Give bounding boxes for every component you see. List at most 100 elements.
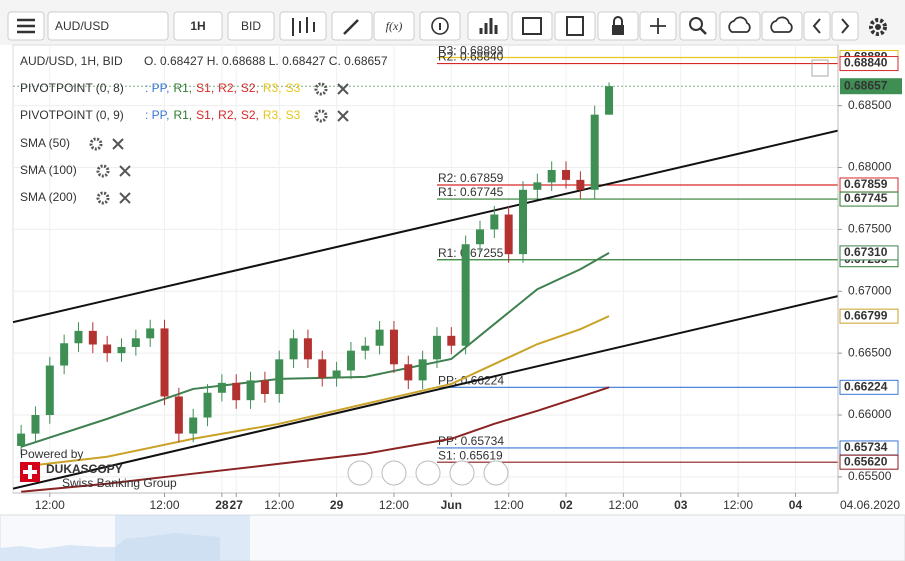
popout-icon[interactable]	[811, 59, 829, 77]
y-tick-label: 0.67500	[848, 222, 892, 236]
close-icon	[119, 165, 131, 177]
pivot-item: R2,	[218, 108, 237, 122]
candle-body	[576, 179, 585, 190]
pivot-item: R3,	[263, 108, 282, 122]
last-price-label: 0.68657	[844, 78, 888, 92]
back-button[interactable]	[803, 11, 831, 41]
fx-button[interactable]	[373, 11, 415, 41]
lock-button[interactable]	[597, 11, 639, 41]
pivot-label: R1: 0.67255	[438, 246, 504, 260]
candle-body	[562, 169, 571, 180]
side-button[interactable]	[227, 11, 275, 41]
candle-body	[303, 338, 312, 360]
candle-body	[117, 346, 126, 354]
chart-type-button[interactable]	[279, 11, 327, 41]
pivot-item: : PP,	[145, 108, 169, 122]
menu-button[interactable]	[7, 11, 45, 41]
axis-box	[839, 56, 899, 72]
forward-button[interactable]	[831, 11, 859, 41]
pivot-item: R3,	[263, 81, 282, 95]
pivot-item: S2,	[241, 81, 259, 95]
report-button[interactable]	[554, 11, 596, 41]
upload-button[interactable]	[719, 11, 761, 41]
pivot-items: : PP, R1, S1, R2, S2, R3, S3	[145, 108, 301, 122]
candle-body	[232, 382, 241, 401]
logo-powered: Powered by	[20, 447, 83, 461]
pivot-legend: PIVOTPOINT (0, 9)	[20, 108, 124, 122]
close-icon	[337, 83, 349, 95]
candle-body	[504, 214, 513, 255]
symbol: AUD/USD	[55, 19, 109, 33]
gear-icon	[96, 164, 110, 178]
pivot-label: S1: 0.65619	[438, 448, 503, 462]
x-tick-label: 29	[330, 498, 344, 512]
y-tick-label: 0.65500	[848, 469, 892, 483]
candle-body	[246, 380, 255, 401]
pivot-label: PP: 0.65734	[438, 434, 504, 448]
calendar-button[interactable]	[511, 11, 553, 41]
x-tick-label: 27	[230, 498, 244, 512]
axis-box-label: 0.65734	[844, 440, 888, 454]
axis-box	[839, 308, 899, 324]
pivot-label: R3: 0.68889	[438, 44, 504, 58]
x-tick-label: 28	[215, 498, 229, 512]
x-tick-label: 02	[559, 498, 573, 512]
period-button[interactable]	[173, 11, 223, 41]
candle-body	[404, 364, 413, 381]
symbol-input[interactable]	[47, 11, 169, 41]
candle-body	[475, 229, 484, 245]
download-button[interactable]	[761, 11, 803, 41]
pivot-item: R1,	[173, 108, 192, 122]
x-tick-label: 12:00	[494, 498, 524, 512]
axis-box-label: 0.66224	[844, 379, 888, 393]
candle-body	[346, 350, 355, 371]
candle-body	[418, 359, 427, 381]
axis-box-label: 0.67745	[844, 191, 888, 205]
y-tick-label: 0.66000	[848, 407, 892, 421]
candle-body	[88, 330, 97, 345]
gear-icon	[96, 191, 110, 205]
candle-body	[60, 343, 69, 366]
crosshair-button[interactable]	[639, 11, 677, 41]
trend-line	[13, 129, 838, 324]
axis-box-label: 0.68840	[844, 56, 888, 70]
pivot-item: S2,	[241, 108, 259, 122]
zoom-button[interactable]	[679, 11, 717, 41]
axis-box	[839, 379, 899, 395]
x-tick-label: 03	[674, 498, 688, 512]
pivot-item: S1,	[196, 108, 214, 122]
axis-box-label: 0.67310	[844, 245, 888, 259]
plot-area	[12, 44, 839, 494]
pivot-item: S3	[286, 81, 301, 95]
close-icon	[112, 138, 124, 150]
info-button[interactable]	[419, 11, 461, 41]
y-tick-label: 0.67000	[848, 283, 892, 297]
x-tick-label: 04	[789, 498, 803, 512]
x-tick-label: 12:00	[723, 498, 753, 512]
axis-box-label: 0.66799	[844, 308, 888, 322]
y-tick-label: 0.66500	[848, 345, 892, 359]
fx: f(x)	[386, 19, 403, 33]
candle-body	[275, 359, 284, 394]
axis-box	[839, 191, 899, 207]
nav-buttons[interactable]	[347, 460, 509, 486]
candle-body	[318, 359, 327, 378]
candle-body	[131, 338, 140, 347]
y-tick-label: 0.68000	[848, 160, 892, 174]
pivot-item: R1,	[173, 81, 192, 95]
candle-body	[332, 370, 341, 378]
volume-button[interactable]	[467, 11, 509, 41]
candle-body	[375, 329, 384, 346]
close-icon	[337, 110, 349, 122]
gear-icon	[314, 82, 328, 96]
settings-button[interactable]	[869, 18, 887, 36]
x-tick-label: 12:00	[608, 498, 638, 512]
candle-body	[461, 244, 470, 346]
pivot-label: R2: 0.67859	[438, 171, 504, 185]
side: BID	[241, 19, 261, 33]
navigator-window[interactable]	[115, 515, 250, 561]
draw-button[interactable]	[331, 11, 373, 41]
candle-body	[490, 214, 499, 230]
